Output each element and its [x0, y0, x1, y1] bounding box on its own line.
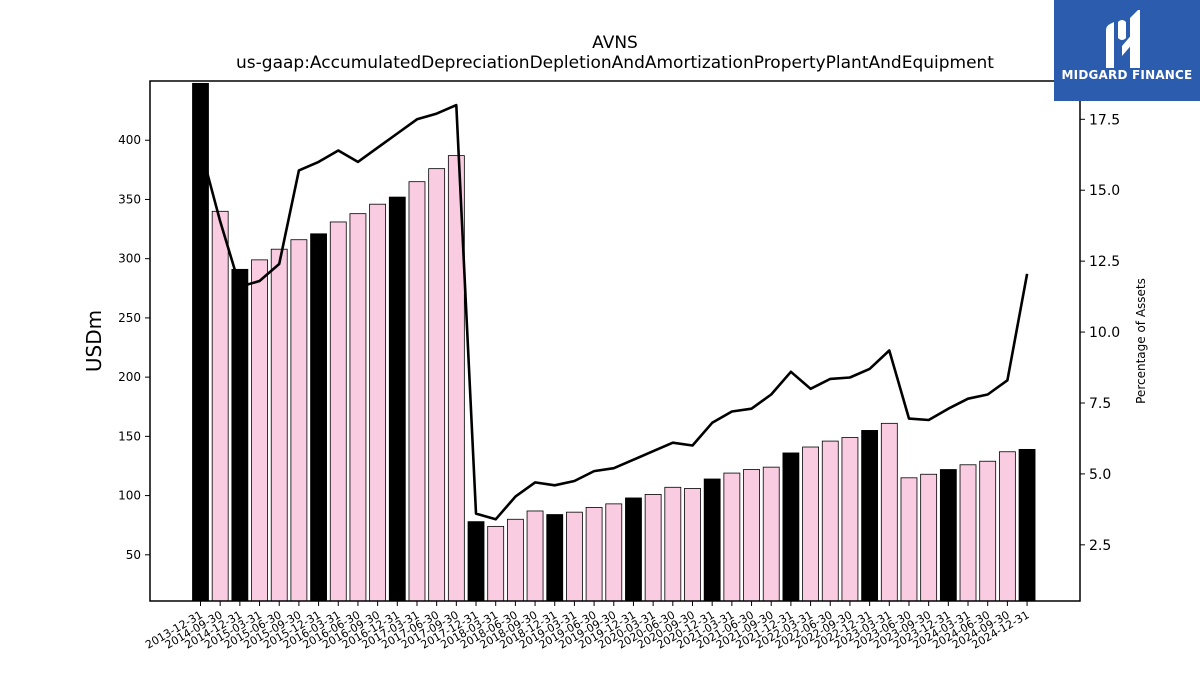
- bar-2023-03-31: [880, 422, 898, 602]
- y-right-tick-label: 7.5: [1089, 396, 1111, 412]
- percentage-of-assets-line: [199, 103, 1029, 521]
- y-tick-label: 300: [118, 252, 141, 266]
- y-tick-label: 250: [118, 311, 141, 325]
- y-tick-label: 200: [118, 370, 141, 384]
- bar-2015-12-31: [310, 233, 327, 602]
- bar-2016-03-31: [329, 221, 347, 602]
- bar-2018-12-31: [546, 514, 564, 602]
- chart-title: AVNS: [592, 33, 638, 53]
- y-right-tick-label: 17.5: [1089, 112, 1120, 128]
- y-right-tick-label: 2.5: [1089, 538, 1111, 554]
- bar-2013-12-31: [192, 82, 209, 602]
- y-tick-label: 400: [118, 133, 141, 147]
- bar-2023-09-30: [920, 473, 938, 602]
- y-tick-label: 150: [118, 429, 141, 443]
- bar-2021-12-31: [782, 452, 800, 602]
- bar-2021-09-30: [762, 466, 780, 602]
- bar-2015-09-30: [290, 239, 308, 602]
- y-axis-label: USDm: [82, 310, 106, 372]
- bar-2018-09-30: [526, 510, 544, 602]
- chart-titles: AVNS us-gaap:AccumulatedDepreciationDepl…: [236, 33, 994, 73]
- bar-2019-12-31: [625, 497, 642, 602]
- bar-2022-09-30: [841, 437, 859, 602]
- y-axis-right-label: Percentage of Assets: [1134, 278, 1148, 404]
- bar-2016-06-30: [349, 213, 367, 602]
- bar-2016-09-30: [369, 203, 387, 602]
- bar-2014-09-30: [211, 210, 229, 602]
- midgard-logo-icon: [1106, 10, 1140, 68]
- y-tick-label: 50: [126, 548, 141, 562]
- bar-2024-03-31: [959, 464, 977, 602]
- bar-2023-06-30: [900, 477, 918, 602]
- chart-subtitle: us-gaap:AccumulatedDepreciationDepletion…: [236, 53, 994, 73]
- bar-2021-06-30: [743, 469, 760, 602]
- bar-2019-03-31: [566, 511, 583, 602]
- bar-2021-03-31: [723, 472, 741, 602]
- y-axis-left: 50 100 150 200 250 300 350 400: [118, 133, 150, 562]
- bar-2018-06-30: [506, 518, 524, 602]
- y-tick-label: 100: [118, 489, 141, 503]
- y-right-tick-label: 15.0: [1089, 183, 1120, 199]
- y-right-tick-label: 5.0: [1089, 467, 1111, 483]
- bar-2017-12-31: [467, 521, 485, 602]
- midgard-finance-logo: MIDGARD FINANCE: [1054, 0, 1200, 101]
- bar-2020-06-30: [664, 486, 682, 602]
- line-series: [199, 103, 1029, 521]
- bar-2019-09-30: [605, 503, 623, 602]
- bar-2017-03-31: [408, 181, 426, 602]
- bar-series: [192, 82, 1036, 602]
- bar-2022-03-31: [802, 446, 819, 602]
- bar-2020-09-30: [684, 488, 701, 602]
- bar-2022-06-30: [821, 440, 839, 602]
- logo-text: MIDGARD FINANCE: [1061, 68, 1193, 82]
- bar-2024-06-30: [979, 460, 997, 602]
- bar-2015-03-31: [251, 259, 268, 602]
- y-right-tick-label: 10.0: [1089, 325, 1120, 341]
- bar-2020-12-31: [703, 478, 721, 602]
- bar-2022-12-31: [861, 430, 879, 602]
- bar-2014-12-31: [231, 268, 249, 602]
- bar-2015-06-30: [270, 248, 288, 602]
- bar-2024-09-30: [998, 451, 1016, 602]
- bar-2024-12-31: [1018, 448, 1036, 602]
- bar-2019-06-30: [585, 507, 603, 602]
- bar-2016-12-31: [388, 196, 406, 602]
- y-tick-label: 350: [118, 192, 141, 206]
- x-axis: 2013-12-312014-09-302014-12-312015-03-31…: [143, 601, 1032, 652]
- y-axis-right: 2.5 5.0 7.5 10.0 12.5 15.0 17.5: [1080, 112, 1120, 554]
- bar-2018-03-31: [487, 525, 505, 602]
- y-right-tick-label: 12.5: [1089, 254, 1120, 270]
- plot-frame: [149, 80, 1081, 602]
- bar-2020-03-31: [644, 493, 662, 602]
- bar-2023-12-31: [939, 469, 957, 602]
- bar-2017-06-30: [428, 168, 446, 602]
